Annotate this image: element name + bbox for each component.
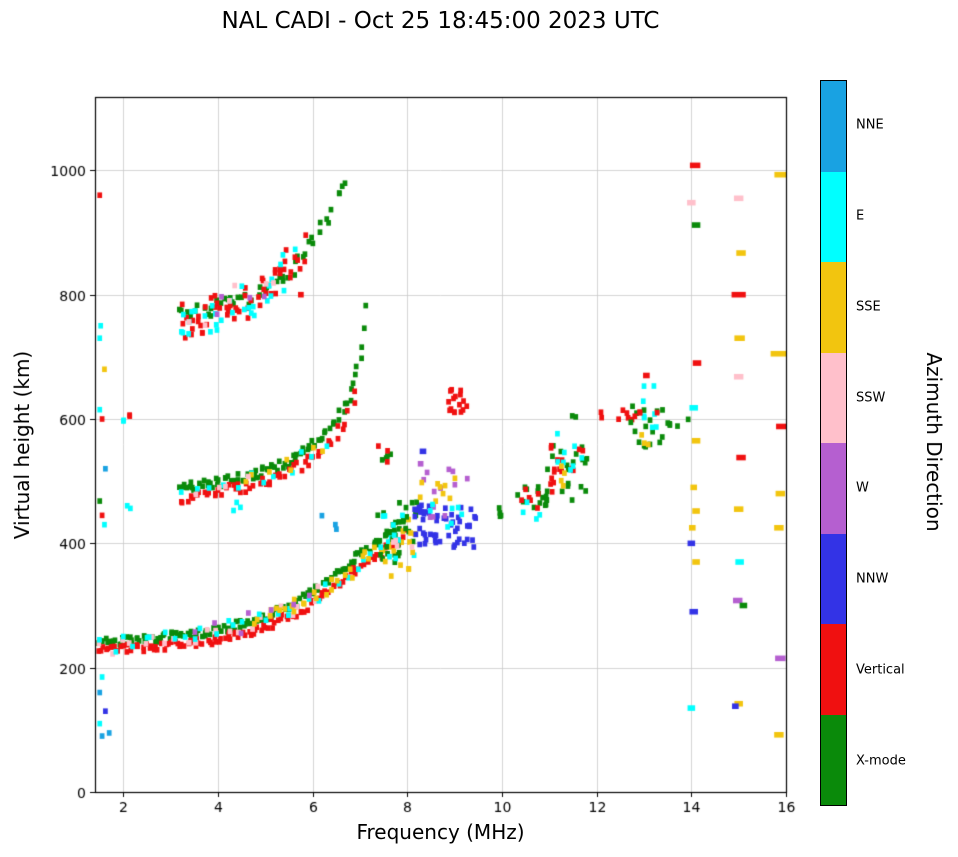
colorbar-label-SSE: SSE bbox=[856, 299, 881, 315]
colorbar-label-W: W bbox=[856, 480, 869, 496]
colorbar-segment-SSE bbox=[821, 262, 846, 353]
y-axis-label: Virtual height (km) bbox=[10, 350, 34, 540]
colorbar-label-SSW: SSW bbox=[856, 390, 886, 406]
azimuth-colorbar bbox=[820, 80, 847, 806]
colorbar-segment-W bbox=[821, 443, 846, 534]
colorbar-label-E: E bbox=[856, 208, 865, 224]
colorbar-label-Vertical: Vertical bbox=[856, 662, 905, 678]
colorbar-axis-label: Azimuth Direction bbox=[922, 352, 946, 532]
x-axis-label: Frequency (MHz) bbox=[356, 820, 525, 844]
colorbar-segment-Vertical bbox=[821, 624, 846, 715]
colorbar-label-X-mode: X-mode bbox=[856, 753, 906, 769]
colorbar-segment-X-mode bbox=[821, 714, 846, 805]
chart-title: NAL CADI - Oct 25 18:45:00 2023 UTC bbox=[221, 8, 660, 34]
colorbar-segment-E bbox=[821, 171, 846, 262]
colorbar-segment-NNE bbox=[821, 81, 846, 172]
colorbar-segment-NNW bbox=[821, 533, 846, 624]
colorbar-segment-SSW bbox=[821, 352, 846, 443]
colorbar-label-NNW: NNW bbox=[856, 571, 889, 587]
colorbar-label-NNE: NNE bbox=[856, 117, 884, 133]
